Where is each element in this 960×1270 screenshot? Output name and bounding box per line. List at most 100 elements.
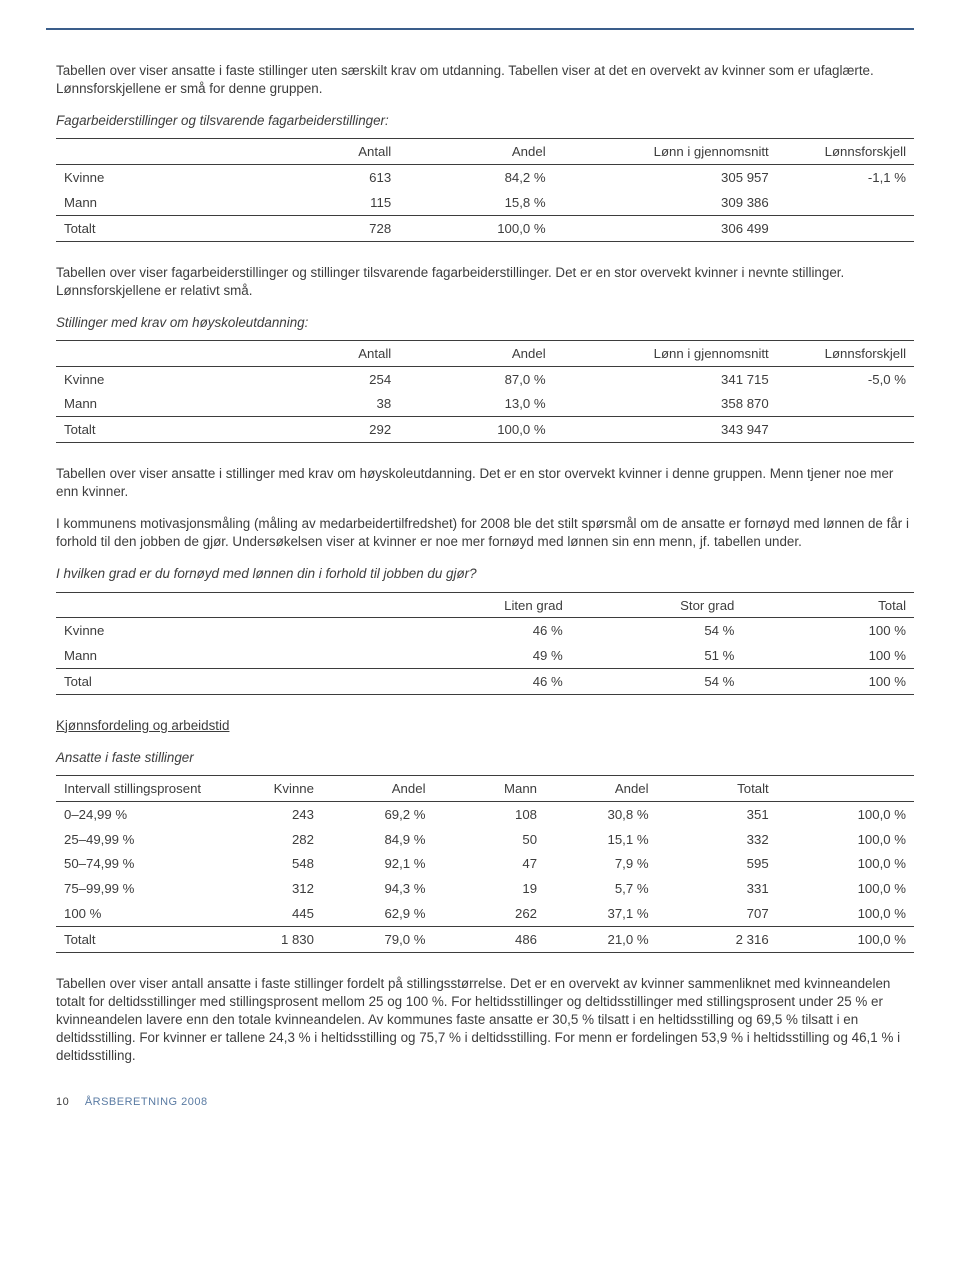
col-andel: Andel [399,340,553,366]
cell: 613 [245,165,399,190]
cell: 548 [210,851,322,876]
row-label: Totalt [56,926,210,952]
col-lonn: Lønn i gjennomsnitt [554,340,777,366]
cell: 84,9 % [322,827,434,852]
paragraph-end: Tabellen over viser antall ansatte i fas… [56,975,914,1065]
col-totalt: Totalt [657,775,777,801]
cell: 19 [434,876,546,901]
cell: 50 [434,827,546,852]
row-label: Mann [56,190,245,215]
cell: 15,1 % [545,827,657,852]
section-heading: Kjønnsfordeling og arbeidstid [56,717,914,735]
col-forskjell: Lønnsforskjell [777,340,914,366]
table4-caption: Ansatte i faste stillinger [56,749,914,767]
cell: 254 [245,366,399,391]
col-lonn: Lønn i gjennomsnitt [554,139,777,165]
row-label: 25–49,99 % [56,827,210,852]
cell: 51 % [571,643,743,668]
col-forskjell: Lønnsforskjell [777,139,914,165]
col-kvinne: Kvinne [210,775,322,801]
cell: 100 % [742,618,914,643]
cell: 15,8 % [399,190,553,215]
row-label: Totalt [56,417,245,443]
cell: 2 316 [657,926,777,952]
col-antall: Antall [245,340,399,366]
paragraph-intro: Tabellen over viser ansatte i faste stil… [56,62,914,98]
row-label: Kvinne [56,366,245,391]
row-label: 50–74,99 % [56,851,210,876]
footer-text: ÅRSBERETNING 2008 [85,1096,208,1108]
cell: 79,0 % [322,926,434,952]
cell: 100,0 % [777,827,914,852]
table-satisfaction: Liten grad Stor grad Total Kvinne 46 % 5… [56,592,914,695]
cell: 100,0 % [399,215,553,241]
cell: 282 [210,827,322,852]
cell: 292 [245,417,399,443]
cell: 54 % [571,668,743,694]
cell: 37,1 % [545,901,657,926]
cell: 332 [657,827,777,852]
cell: 595 [657,851,777,876]
row-label: Total [56,668,399,694]
cell: 100 % [742,668,914,694]
row-label: Mann [56,643,399,668]
table-arbeidstid: Intervall stillingsprosent Kvinne Andel … [56,775,914,953]
row-label: Kvinne [56,165,245,190]
cell: 5,7 % [545,876,657,901]
cell: 100 % [742,643,914,668]
cell: 38 [245,391,399,416]
col-andel: Andel [545,775,657,801]
table-fagarbeider: Antall Andel Lønn i gjennomsnitt Lønnsfo… [56,138,914,241]
cell: 728 [245,215,399,241]
page-number: 10 [56,1096,69,1108]
row-label: 100 % [56,901,210,926]
cell: 100,0 % [777,851,914,876]
cell: 84,2 % [399,165,553,190]
cell: 243 [210,801,322,826]
cell: 7,9 % [545,851,657,876]
cell: 13,0 % [399,391,553,416]
col-stor: Stor grad [571,592,743,618]
cell: 312 [210,876,322,901]
cell: 30,8 % [545,801,657,826]
col-total: Total [742,592,914,618]
cell: 100,0 % [777,876,914,901]
cell: 94,3 % [322,876,434,901]
row-label: Kvinne [56,618,399,643]
page-footer: 10 ÅRSBERETNING 2008 [56,1095,914,1110]
cell: 331 [657,876,777,901]
cell: -1,1 % [777,165,914,190]
table1-caption: Fagarbeiderstillinger og tilsvarende fag… [56,112,914,130]
table3-caption: I hvilken grad er du fornøyd med lønnen … [56,565,914,583]
cell: 341 715 [554,366,777,391]
cell: 87,0 % [399,366,553,391]
cell: 108 [434,801,546,826]
cell: 100,0 % [777,801,914,826]
row-label: Totalt [56,215,245,241]
cell: 707 [657,901,777,926]
row-label: 75–99,99 % [56,876,210,901]
row-label: Mann [56,391,245,416]
cell: 47 [434,851,546,876]
col-andel: Andel [399,139,553,165]
paragraph: I kommunens motivasjonsmåling (måling av… [56,515,914,551]
cell: 100,0 % [777,926,914,952]
cell: 115 [245,190,399,215]
cell: 1 830 [210,926,322,952]
cell: 46 % [399,618,571,643]
cell: 306 499 [554,215,777,241]
cell: -5,0 % [777,366,914,391]
col-liten: Liten grad [399,592,571,618]
cell: 262 [434,901,546,926]
cell: 343 947 [554,417,777,443]
cell: 62,9 % [322,901,434,926]
cell: 351 [657,801,777,826]
cell: 100,0 % [399,417,553,443]
cell: 358 870 [554,391,777,416]
cell: 92,1 % [322,851,434,876]
cell: 49 % [399,643,571,668]
cell: 100,0 % [777,901,914,926]
paragraph: Tabellen over viser ansatte i stillinger… [56,465,914,501]
cell: 305 957 [554,165,777,190]
table-hoyskole: Antall Andel Lønn i gjennomsnitt Lønnsfo… [56,340,914,443]
